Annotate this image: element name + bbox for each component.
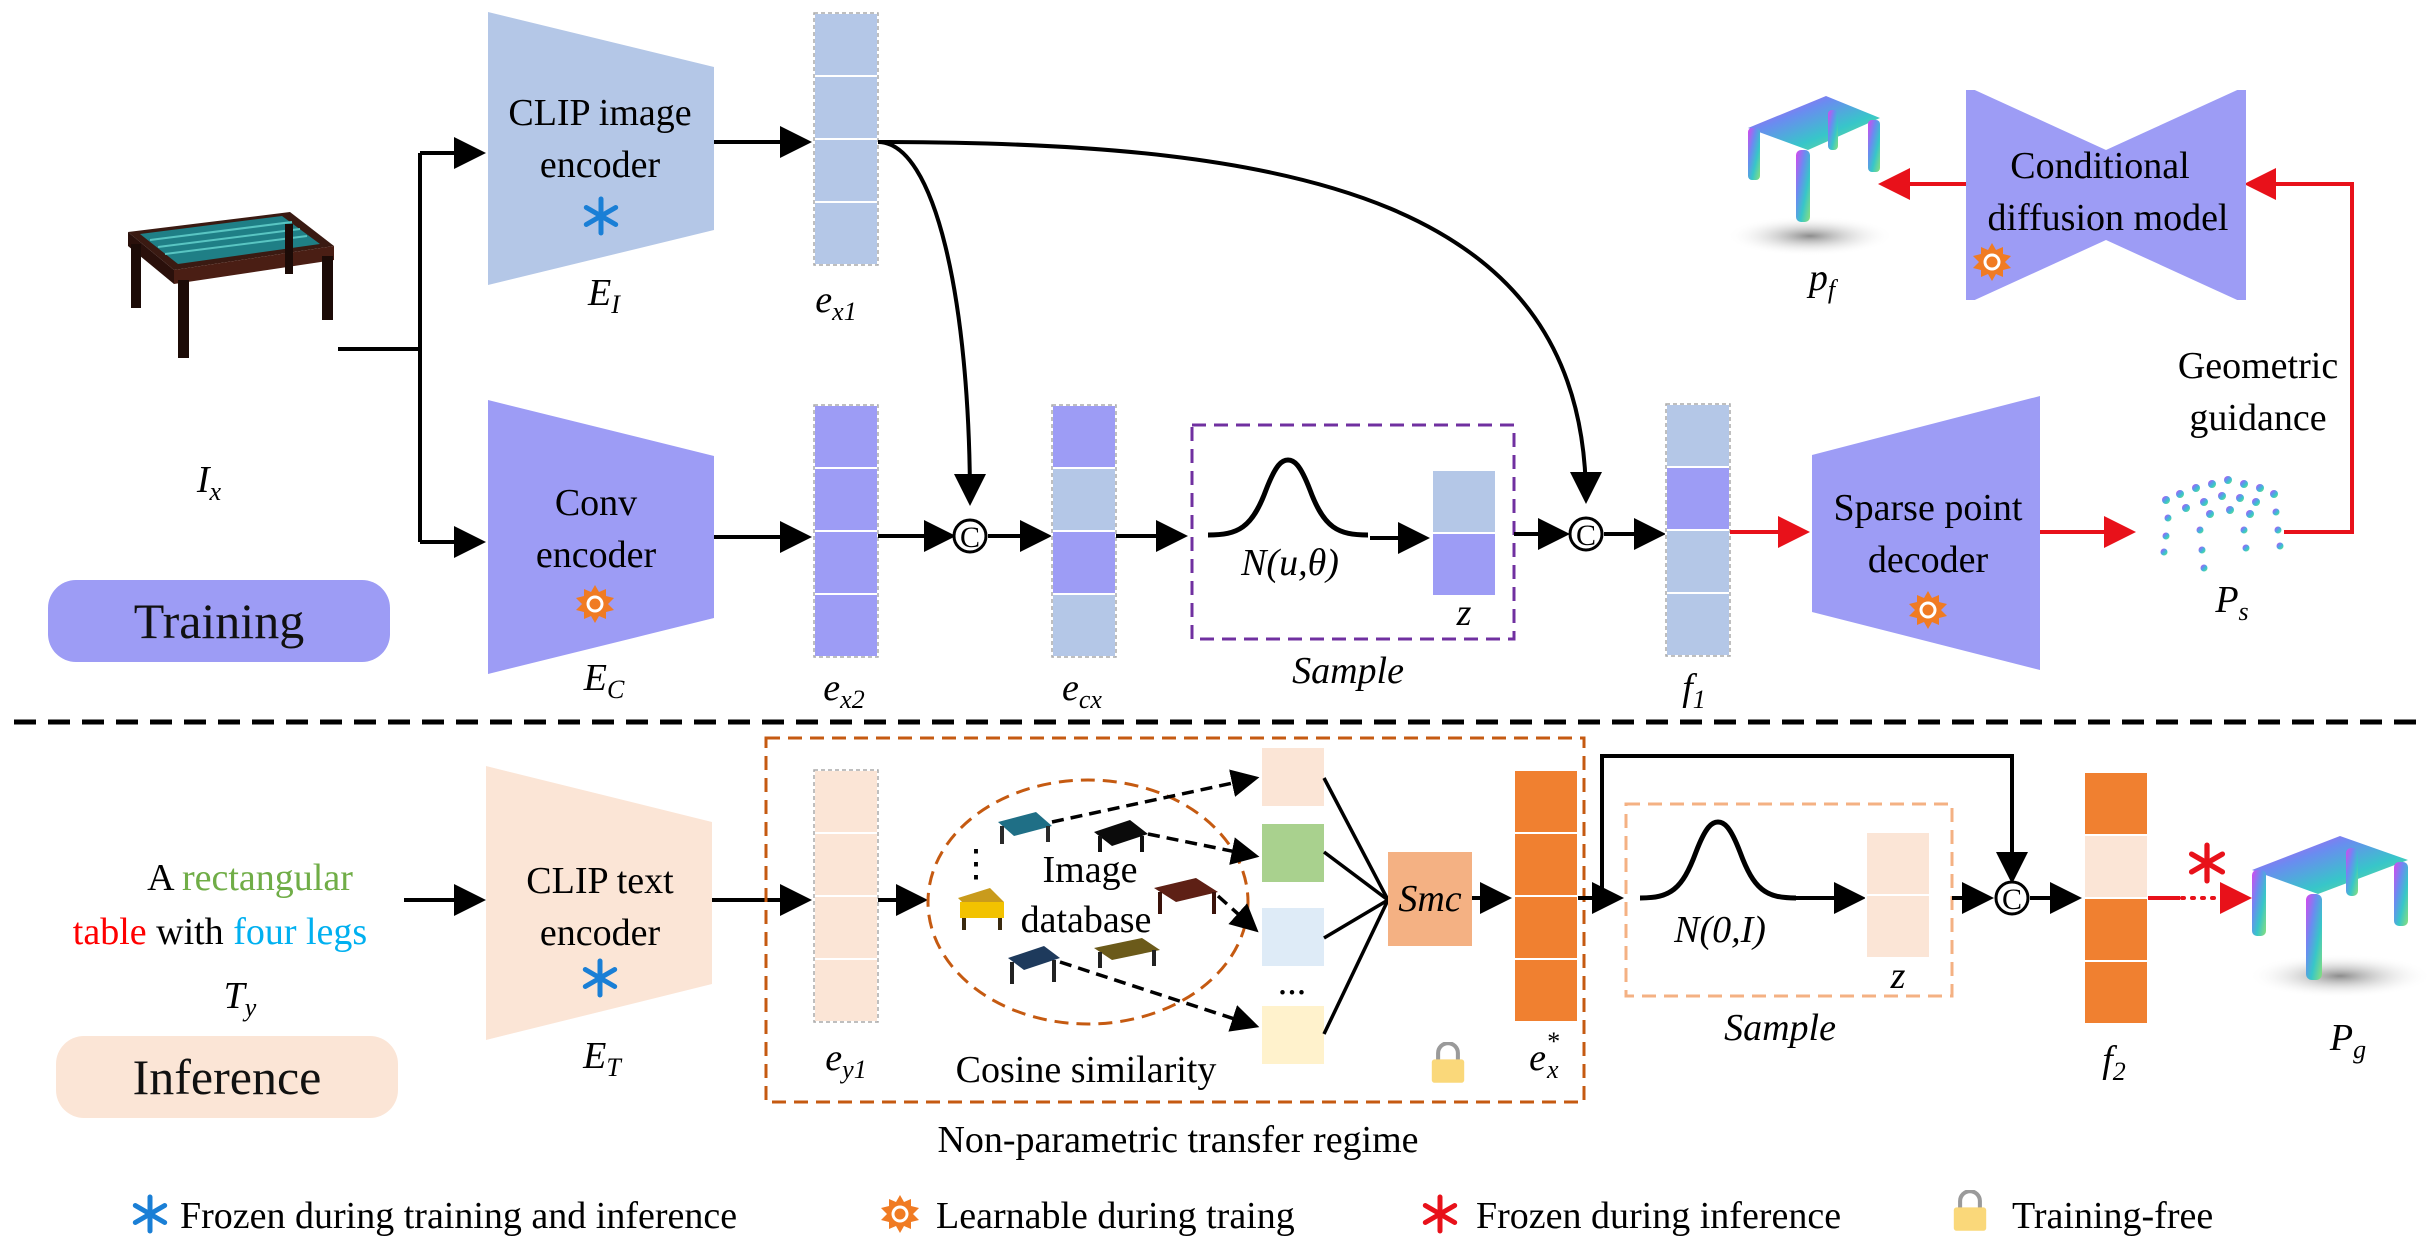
inference-formula: N(0,I) <box>1673 909 1766 951</box>
clip-text-encoder-label-2: encoder <box>540 912 661 954</box>
ex1-vector <box>813 12 879 266</box>
training-formula: N(u,θ) <box>1240 542 1339 584</box>
clip-text-encoder <box>486 766 712 1040</box>
conv-encoder-label-1: Conv <box>555 482 637 524</box>
input-image-label: Ix <box>196 459 222 506</box>
pg-shadow <box>2248 954 2427 998</box>
smc-block <box>1388 852 1472 946</box>
inference-z-vector <box>1865 831 1931 959</box>
inference-pill <box>56 1036 398 1118</box>
inference-pill-label: Inference <box>133 1049 322 1105</box>
f1-label: f1 <box>1682 667 1706 714</box>
legend-training-free-label: Training-free <box>2012 1195 2213 1237</box>
training-sample-label: Sample <box>1292 650 1404 692</box>
ps-label: Ps <box>2214 579 2248 626</box>
clip-image-encoder <box>488 12 714 285</box>
legend-learnable-icon <box>881 1195 919 1233</box>
legend-red-frozen-icon <box>1425 1197 1454 1231</box>
red-asterisk-icon <box>2192 845 2223 881</box>
database-dots: ⋮ <box>957 843 995 885</box>
sparse-decoder-label-1: Sparse point <box>1834 487 2023 529</box>
legend-learnable-label: Learnable during traing <box>936 1195 1295 1237</box>
text-prompt-line1: A rectangular <box>147 857 353 899</box>
ecx-label: ecx <box>1062 667 1102 714</box>
pf-shadow <box>1726 216 1894 256</box>
ey1-label: ey1 <box>825 1037 866 1084</box>
gaussian-curve <box>1207 457 1369 538</box>
cosine-similarity-label: Cosine similarity <box>956 1049 1217 1091</box>
npt-label: Non-parametric transfer regime <box>937 1119 1418 1161</box>
svg-text:C: C <box>960 521 980 554</box>
candidate-square-1 <box>1262 748 1324 806</box>
conv-encoder-label-2: encoder <box>536 534 657 576</box>
ex2-vector <box>813 404 879 658</box>
candidate-dots: ... <box>1278 961 1307 1003</box>
ex1-label: ex1 <box>815 279 856 326</box>
legend-frozen-icon <box>135 1197 164 1231</box>
legend-red-frozen-label: Frozen during inference <box>1476 1195 1841 1237</box>
inference-sample-label: Sample <box>1724 1007 1836 1049</box>
ty-label: Ty <box>224 975 257 1022</box>
input-table-image <box>128 212 334 358</box>
ex-star-label: e* x <box>1529 1027 1559 1084</box>
candidate-square-4 <box>1262 1006 1324 1064</box>
ey1-vector <box>813 769 879 1023</box>
concat-operator-3: C <box>1994 880 2030 916</box>
conv-encoder <box>488 400 714 674</box>
ex2-label: ex2 <box>823 667 864 714</box>
legend-frozen-label: Frozen during training and inference <box>180 1195 737 1237</box>
diffusion-label-1: Conditional <box>2010 145 2189 187</box>
svg-text:C: C <box>2002 883 2022 916</box>
legend-lock-icon <box>1954 1191 1986 1231</box>
f2-vector <box>2083 771 2149 1025</box>
training-z-vector <box>1431 469 1497 597</box>
generated-point-cloud-pg <box>2252 836 2408 980</box>
pf-label: pf <box>1806 257 1839 304</box>
inference-z-label: z <box>1890 955 1906 997</box>
gaussian-curve-2 <box>1639 819 1797 901</box>
f2-label: f2 <box>2102 1039 2126 1086</box>
ec-label: EC <box>583 657 625 704</box>
concat-operator-2: C <box>1568 516 1604 552</box>
sparse-point-cloud <box>2160 476 2284 572</box>
geometric-guidance-label-1: Geometric <box>2178 345 2338 387</box>
candidate-square-2 <box>1262 824 1324 882</box>
diffusion-label-2: diffusion model <box>1987 197 2228 239</box>
ex-star-vector <box>1513 769 1579 1023</box>
database-label-2: database <box>1021 899 1152 941</box>
training-free-lock-icon <box>1432 1043 1464 1083</box>
non-parametric-transfer-box <box>764 736 1586 1104</box>
ei-label: EI <box>587 272 621 319</box>
et-label: ET <box>582 1035 622 1082</box>
dense-point-cloud-pf <box>1748 96 1880 222</box>
database-table-thumbnails <box>958 812 1218 984</box>
candidate-square-3 <box>1262 908 1324 966</box>
training-z-label: z <box>1456 592 1472 634</box>
clip-text-encoder-label-1: CLIP text <box>526 860 674 902</box>
clip-image-encoder-label-2: encoder <box>540 144 661 186</box>
f1-vector <box>1665 403 1731 657</box>
image-database <box>926 778 1250 1026</box>
smc-label: Smc <box>1398 878 1461 920</box>
concat-operator-1: C <box>952 518 988 554</box>
sparse-point-decoder <box>1812 396 2040 670</box>
sparse-decoder-label-2: decoder <box>1868 539 1989 581</box>
pg-label: Pg <box>2329 1017 2366 1064</box>
training-pill-label: Training <box>134 593 304 649</box>
ecx-vector <box>1051 404 1117 658</box>
clip-image-encoder-label-1: CLIP image <box>508 92 691 134</box>
text-prompt-line2: table with four legs <box>73 911 367 953</box>
svg-text:C: C <box>1576 519 1596 552</box>
training-pill <box>48 580 390 662</box>
database-label-1: Image <box>1043 849 1138 891</box>
geometric-guidance-label-2: guidance <box>2189 397 2326 439</box>
